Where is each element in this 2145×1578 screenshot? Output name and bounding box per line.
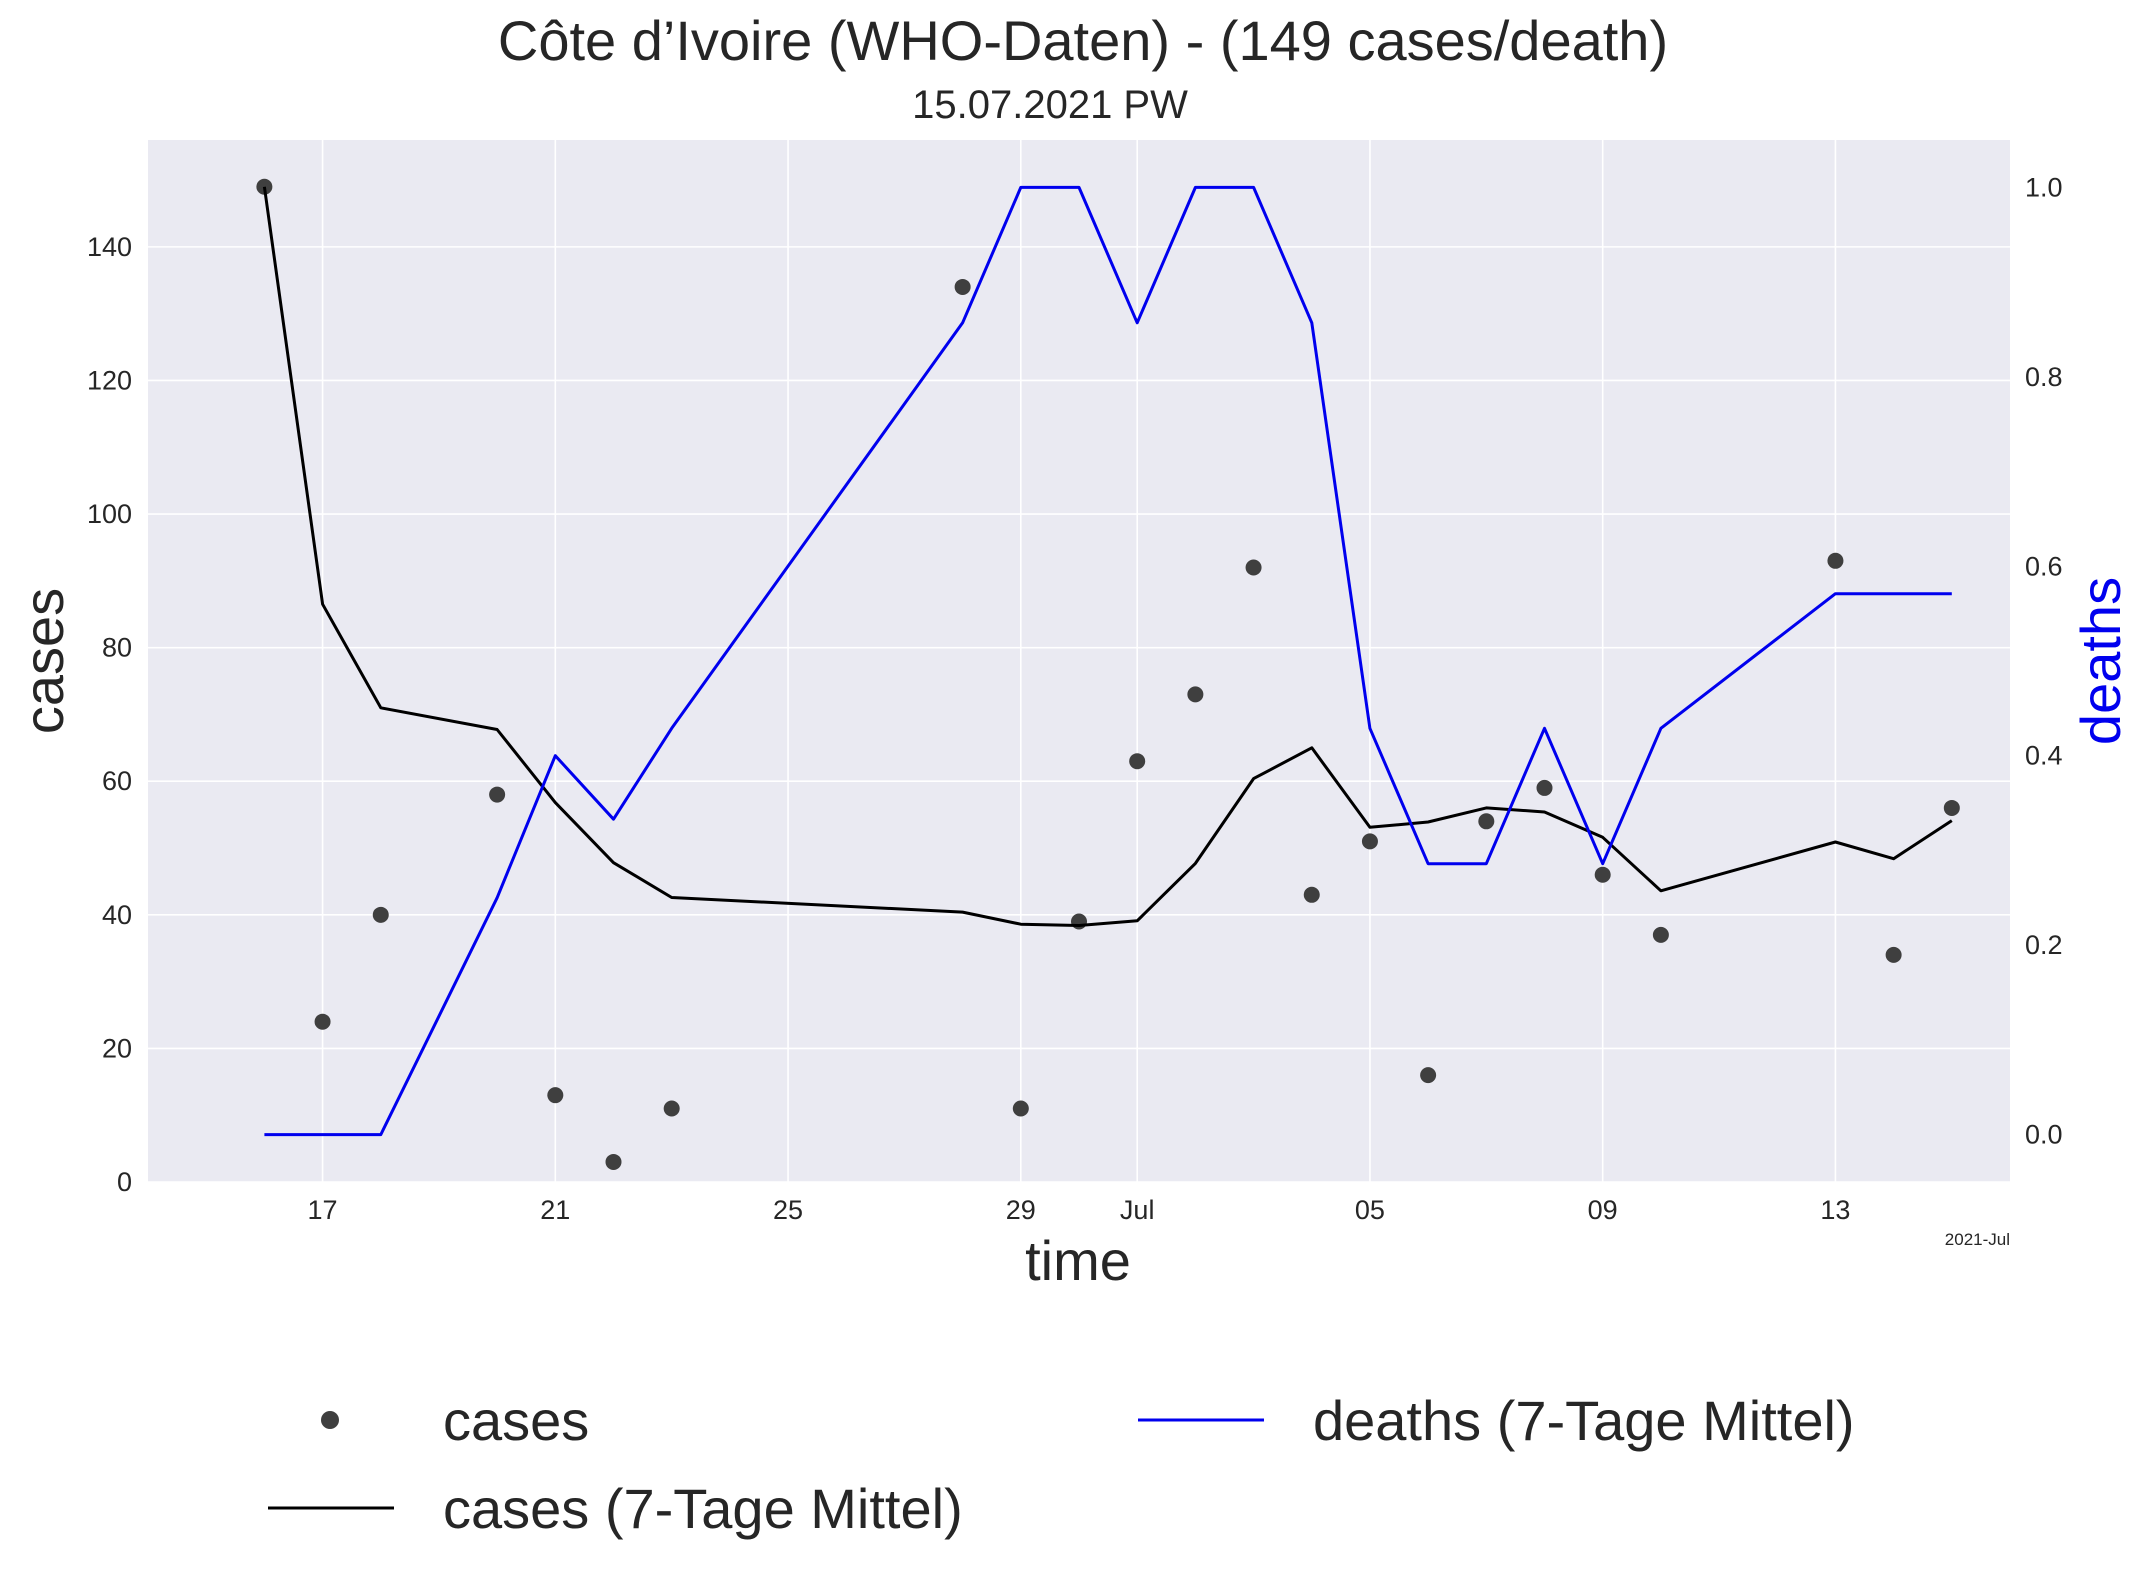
y-right-tick-label: 0.8	[2025, 362, 2063, 392]
y-tick-label: 0	[117, 1167, 132, 1197]
x-tick-label: 21	[540, 1195, 570, 1225]
y-axis-label-right: deaths	[2069, 577, 2132, 745]
cases-point	[1303, 886, 1320, 903]
x-tick-label: 13	[1820, 1195, 1850, 1225]
y-right-tick-label: 0.6	[2025, 551, 2063, 581]
cases-point	[1827, 552, 1844, 569]
grid	[148, 140, 2010, 1183]
x-tick-label: 17	[308, 1195, 338, 1225]
y-axis-label: cases	[12, 588, 75, 734]
tick-labels: 17 21 25 29 Jul 05 09 13 0 20 40 60 80 100 120 140 0.0 0.…	[87, 172, 2063, 1225]
x-axis-label: time	[1025, 1229, 1131, 1292]
cases-point	[1478, 813, 1495, 830]
cases-point	[1652, 926, 1669, 943]
y-tick-label: 140	[87, 232, 132, 262]
legend-label-deaths-avg: deaths (7-Tage Mittel)	[1313, 1389, 1855, 1452]
x-tick-label: 05	[1355, 1195, 1385, 1225]
cases-point	[605, 1153, 622, 1170]
y-tick-label: 60	[102, 766, 132, 796]
y-right-tick-label: 0.4	[2025, 741, 2063, 771]
y-tick-label: 120	[87, 365, 132, 395]
chart-title: Côte d’Ivoire (WHO-Daten) - (149 cases/d…	[498, 9, 1668, 72]
x-tick-label: 09	[1588, 1195, 1618, 1225]
cases-point	[1594, 866, 1611, 883]
cases-point	[314, 1013, 331, 1030]
y-tick-label: 40	[102, 900, 132, 930]
x-tick-label: 29	[1006, 1195, 1036, 1225]
plot-area	[148, 140, 2010, 1182]
cases-point	[1071, 913, 1087, 930]
cases-point	[1245, 559, 1262, 576]
cases-point	[1420, 1067, 1437, 1084]
y-right-tick-label: 0.2	[2025, 930, 2063, 960]
legend-label-cases-avg: cases (7-Tage Mittel)	[443, 1477, 963, 1540]
legend-label-cases: cases	[443, 1389, 589, 1452]
cases-point	[1536, 779, 1553, 796]
cases-point	[1012, 1100, 1029, 1117]
cases-avg-line	[262, 186, 1953, 927]
cases-point	[1187, 686, 1204, 703]
cases-point	[489, 786, 506, 803]
cases-point	[1943, 799, 1960, 816]
cases-point	[547, 1087, 564, 1104]
cases-point	[663, 1100, 680, 1117]
y-right-tick-label: 0.0	[2025, 1120, 2063, 1150]
x-tick-label: Jul	[1120, 1195, 1155, 1225]
cases-point	[1885, 946, 1902, 963]
y-tick-label: 100	[87, 499, 132, 529]
x-tick-label: 25	[773, 1195, 803, 1225]
legend-marker-cases	[321, 1411, 339, 1429]
series-layer	[256, 178, 1960, 1170]
cases-point	[372, 906, 389, 923]
y-right-tick-label: 1.0	[2025, 172, 2063, 202]
x-offset-label: 2021-Jul	[1945, 1230, 2010, 1249]
y-tick-label: 80	[102, 633, 132, 663]
legend: cases cases (7-Tage Mittel) deaths (7-Ta…	[268, 1389, 1855, 1540]
deaths-avg-line	[264, 185, 1952, 1137]
chart-subtitle: 15.07.2021 PW	[912, 83, 1188, 127]
cases-point	[954, 278, 971, 295]
cases-point	[1129, 753, 1146, 770]
y-tick-label: 20	[102, 1033, 132, 1063]
cases-point	[1361, 833, 1378, 850]
cases-point	[256, 178, 273, 195]
